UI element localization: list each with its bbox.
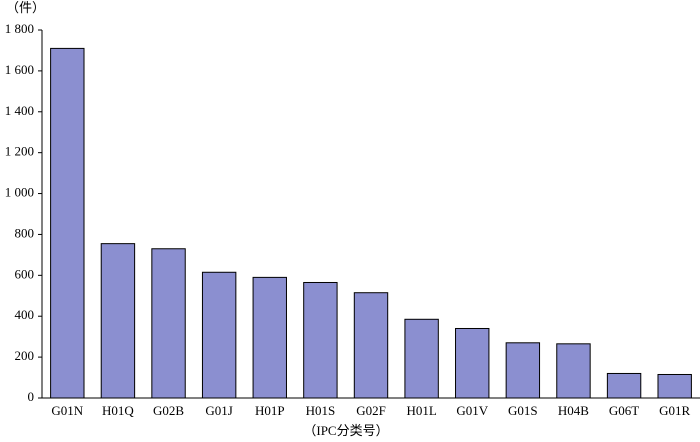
y-tick-label: 400 xyxy=(15,307,35,322)
x-axis-label: （IPC分类号） xyxy=(303,423,388,438)
x-tick-label: G02B xyxy=(153,403,184,418)
bar xyxy=(201,271,237,399)
x-tick-label: G06T xyxy=(609,403,639,418)
bar xyxy=(151,248,186,399)
x-tick-label: G01R xyxy=(659,403,690,418)
x-tick-label: H01L xyxy=(406,403,436,418)
y-tick-label: 600 xyxy=(15,266,35,281)
bar xyxy=(606,372,642,399)
bar xyxy=(556,343,591,399)
y-tick-label: 0 xyxy=(28,389,35,404)
x-tick-label: G01N xyxy=(51,403,83,418)
bar xyxy=(353,292,389,399)
x-tick-label: G01V xyxy=(456,403,488,418)
y-unit: （件） xyxy=(6,0,45,15)
x-tick-label: G01S xyxy=(508,403,538,418)
x-tick-label: G01J xyxy=(205,403,232,418)
bar xyxy=(455,327,490,399)
x-tick-label: G02F xyxy=(356,403,386,418)
bar xyxy=(100,243,136,399)
y-tick-label: 1 400 xyxy=(5,103,34,118)
bar xyxy=(252,276,287,399)
y-tick-label: 1 600 xyxy=(5,62,34,77)
bar xyxy=(404,318,439,399)
x-tick-label: H04B xyxy=(558,403,589,418)
y-tick-label: 1 800 xyxy=(5,21,34,36)
bar xyxy=(505,342,541,399)
x-tick-label: H01S xyxy=(306,403,336,418)
y-tick-label: 200 xyxy=(15,348,35,363)
y-tick-label: 800 xyxy=(15,225,35,240)
x-tick-label: H01Q xyxy=(102,403,134,418)
bar xyxy=(303,281,338,399)
bar xyxy=(50,47,85,399)
bar xyxy=(657,373,692,399)
y-tick-label: 1 000 xyxy=(5,185,34,200)
x-tick-label: H01P xyxy=(255,403,285,418)
y-tick-label: 1 200 xyxy=(5,144,34,159)
